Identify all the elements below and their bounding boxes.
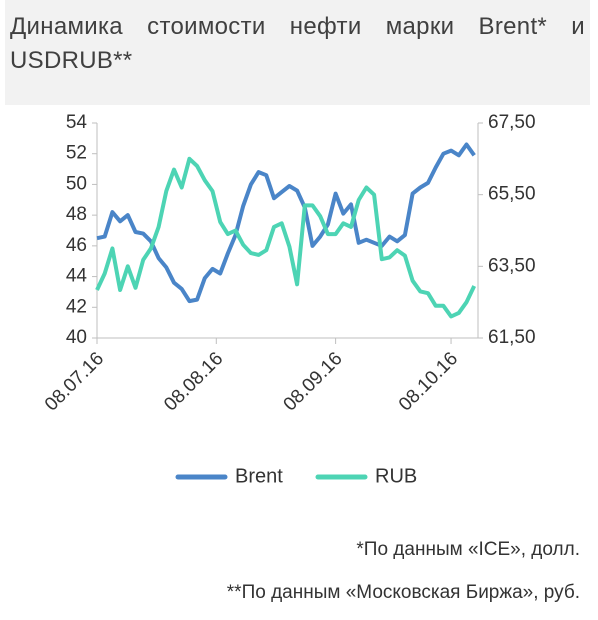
- y2-tick-label: 61,50: [488, 327, 536, 348]
- y-tick-label: 40: [66, 327, 87, 348]
- y-tick-label: 42: [66, 296, 87, 317]
- y-tick-label: 46: [66, 235, 87, 256]
- y2-tick-label: 63,50: [488, 255, 536, 276]
- y-tick-label: 44: [66, 266, 88, 287]
- y2-tick-label: 67,50: [488, 112, 536, 133]
- footnote: **По данным «Московская Биржа», руб.: [227, 582, 580, 603]
- y2-tick-label: 65,50: [488, 184, 536, 205]
- y-tick-label: 48: [66, 204, 87, 225]
- y-tick-label: 52: [66, 143, 87, 164]
- line-series: [96, 142, 476, 304]
- x-tick-label: 08.07.16: [41, 348, 108, 415]
- x-tick-label: 08.10.16: [395, 348, 462, 415]
- y-tick-label: 50: [66, 173, 87, 194]
- line-series: [95, 156, 477, 319]
- footnote: *По данным «ICE», долл.: [356, 539, 580, 560]
- legend-label: Brent: [235, 465, 283, 487]
- x-tick-label: 08.09.16: [280, 348, 347, 415]
- legend-label: RUB: [375, 465, 417, 487]
- y-tick-label: 54: [66, 112, 88, 133]
- chart-title: Динамика стоимости нефти марки Brent* и …: [5, 0, 590, 105]
- x-tick-label: 08.08.16: [160, 348, 227, 415]
